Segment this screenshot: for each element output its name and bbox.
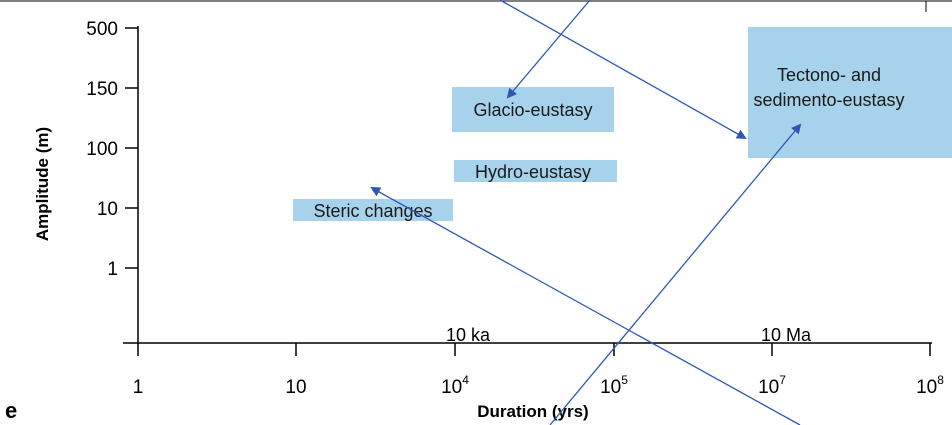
label-steric-changes: Steric changes	[313, 201, 432, 221]
y-tick-label: 100	[86, 139, 118, 160]
label-tectono-line1: Tectono- and	[777, 65, 881, 85]
arrow-to-tectono-left	[499, 0, 747, 139]
x-tick-label: 10	[285, 377, 306, 398]
y-tick-label: 500	[86, 19, 118, 40]
arrow-to-glacio-eustasy	[506, 0, 591, 99]
x-tick-label: 108	[916, 373, 944, 398]
x-tick-label: 107	[758, 373, 786, 398]
y-axis-title: Amplitude (m)	[33, 127, 52, 241]
box-steric-changes	[293, 199, 453, 221]
arrow-to-steric-changes	[370, 187, 801, 425]
label-hydro-eustasy: Hydro-eustasy	[475, 162, 591, 182]
panel-letter: e	[5, 398, 17, 423]
annotation-10ma: 10 Ma	[761, 325, 812, 345]
y-tick-label: 150	[86, 79, 118, 100]
box-hydro-eustasy	[454, 160, 617, 182]
x-tick-label: 105	[600, 373, 628, 398]
annotation-10ka: 10 ka	[446, 325, 491, 345]
arrow-to-tectono-bottom	[549, 123, 802, 425]
box-tectono-sedimento-eustasy	[748, 27, 952, 158]
x-tick-label: 104	[441, 373, 469, 398]
y-tick-label: 1	[107, 259, 118, 280]
label-tectono-line2: sedimento-eustasy	[753, 90, 904, 110]
x-tick-label: 1	[133, 377, 144, 398]
box-glacio-eustasy	[452, 87, 614, 132]
y-tick-label: 10	[97, 199, 118, 220]
x-axis-title: Duration (yrs)	[477, 402, 588, 421]
label-glacio-eustasy: Glacio-eustasy	[473, 100, 592, 120]
